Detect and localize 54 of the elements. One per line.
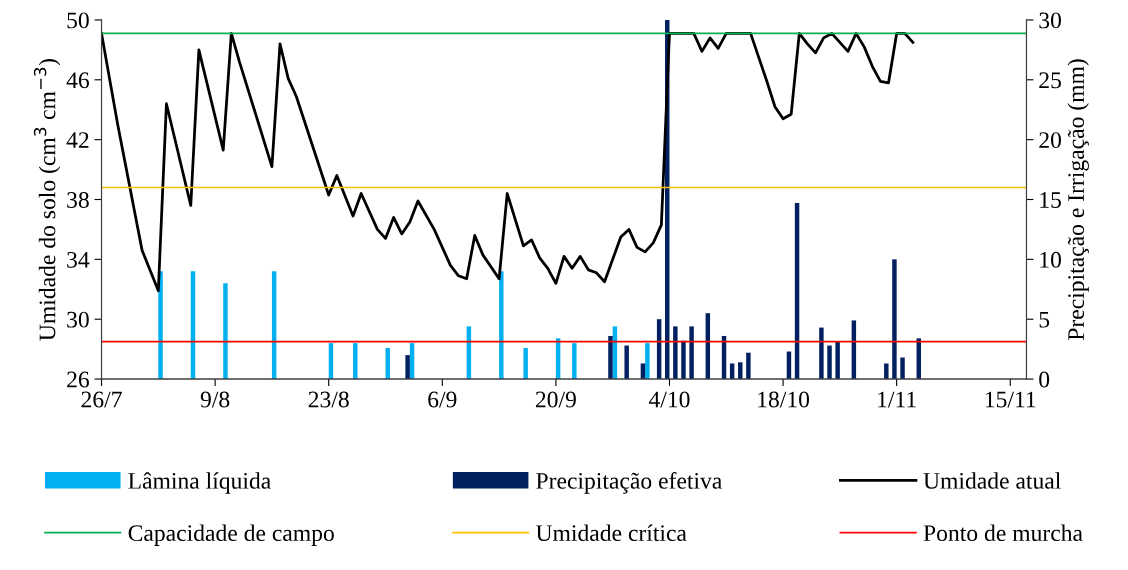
y2-tick-label: 25: [1039, 72, 1061, 89]
y-tick-label: 42: [66, 132, 89, 148]
y2-tick-label: 20: [1039, 132, 1061, 149]
y2-tick-label: 15: [1040, 192, 1061, 208]
x-tick-label: 18/10: [758, 391, 810, 408]
bar: [572, 343, 577, 380]
bar: [689, 326, 694, 380]
legend-label: Umidade atual: [923, 472, 1061, 489]
legend-label: Capacidade de campo: [128, 524, 334, 546]
bar: [827, 345, 832, 380]
bar: [884, 363, 889, 380]
y-axis-title: Umidade do solo (cm$^{3}$ cm$^{−3}$): [33, 59, 61, 341]
bar: [223, 283, 228, 380]
x-tick-label: 9/8: [200, 391, 230, 408]
x-tick-label: 6/9: [428, 391, 457, 408]
x-tick-label: 23/8: [308, 391, 349, 408]
legend-label: Lâmina líquida: [128, 472, 271, 494]
legend-label: Umidade crítica: [535, 524, 687, 542]
y2-axis-title: Precipitação e Irrigação (mm): [1067, 59, 1089, 341]
bar: [523, 347, 528, 380]
bar: [681, 340, 686, 380]
y-tick-label: 50: [67, 12, 89, 29]
y2-tick-label: 5: [1039, 311, 1050, 328]
x-tick-label: 4/10: [648, 391, 690, 408]
bar: [385, 347, 390, 380]
bar: [892, 259, 897, 380]
bar: [405, 355, 410, 380]
legend-label: Precipitação efetiva: [536, 472, 722, 494]
bar: [499, 271, 504, 380]
line-series: [101, 32, 915, 293]
y2-tick-label: 10: [1040, 251, 1061, 268]
bar: [746, 352, 751, 380]
bar: [673, 326, 678, 380]
x-tick-label: 1/11: [878, 391, 916, 408]
bar: [900, 357, 905, 380]
y-tick-label: 46: [66, 72, 90, 89]
bar: [645, 343, 650, 380]
y2-tick-label: 0: [1039, 371, 1050, 388]
bar: [608, 335, 613, 380]
y-tick-label: 30: [67, 311, 89, 328]
x-tick-label: 20/9: [535, 391, 576, 408]
y-tick-label: 34: [67, 251, 90, 268]
x-tick-label: 26/7: [81, 391, 122, 408]
y2-tick-label: 30: [1039, 12, 1061, 29]
bar: [158, 271, 163, 380]
bar: [819, 327, 824, 380]
x-tick-label: 15/11: [985, 391, 1036, 408]
bar: [738, 362, 743, 380]
bar: [835, 341, 840, 380]
y-tick-label: 38: [67, 191, 89, 208]
legend-label: Ponto de murcha: [923, 524, 1083, 542]
bar: [624, 345, 629, 380]
bar: [353, 343, 358, 380]
y-tick-label: 26: [67, 371, 90, 388]
